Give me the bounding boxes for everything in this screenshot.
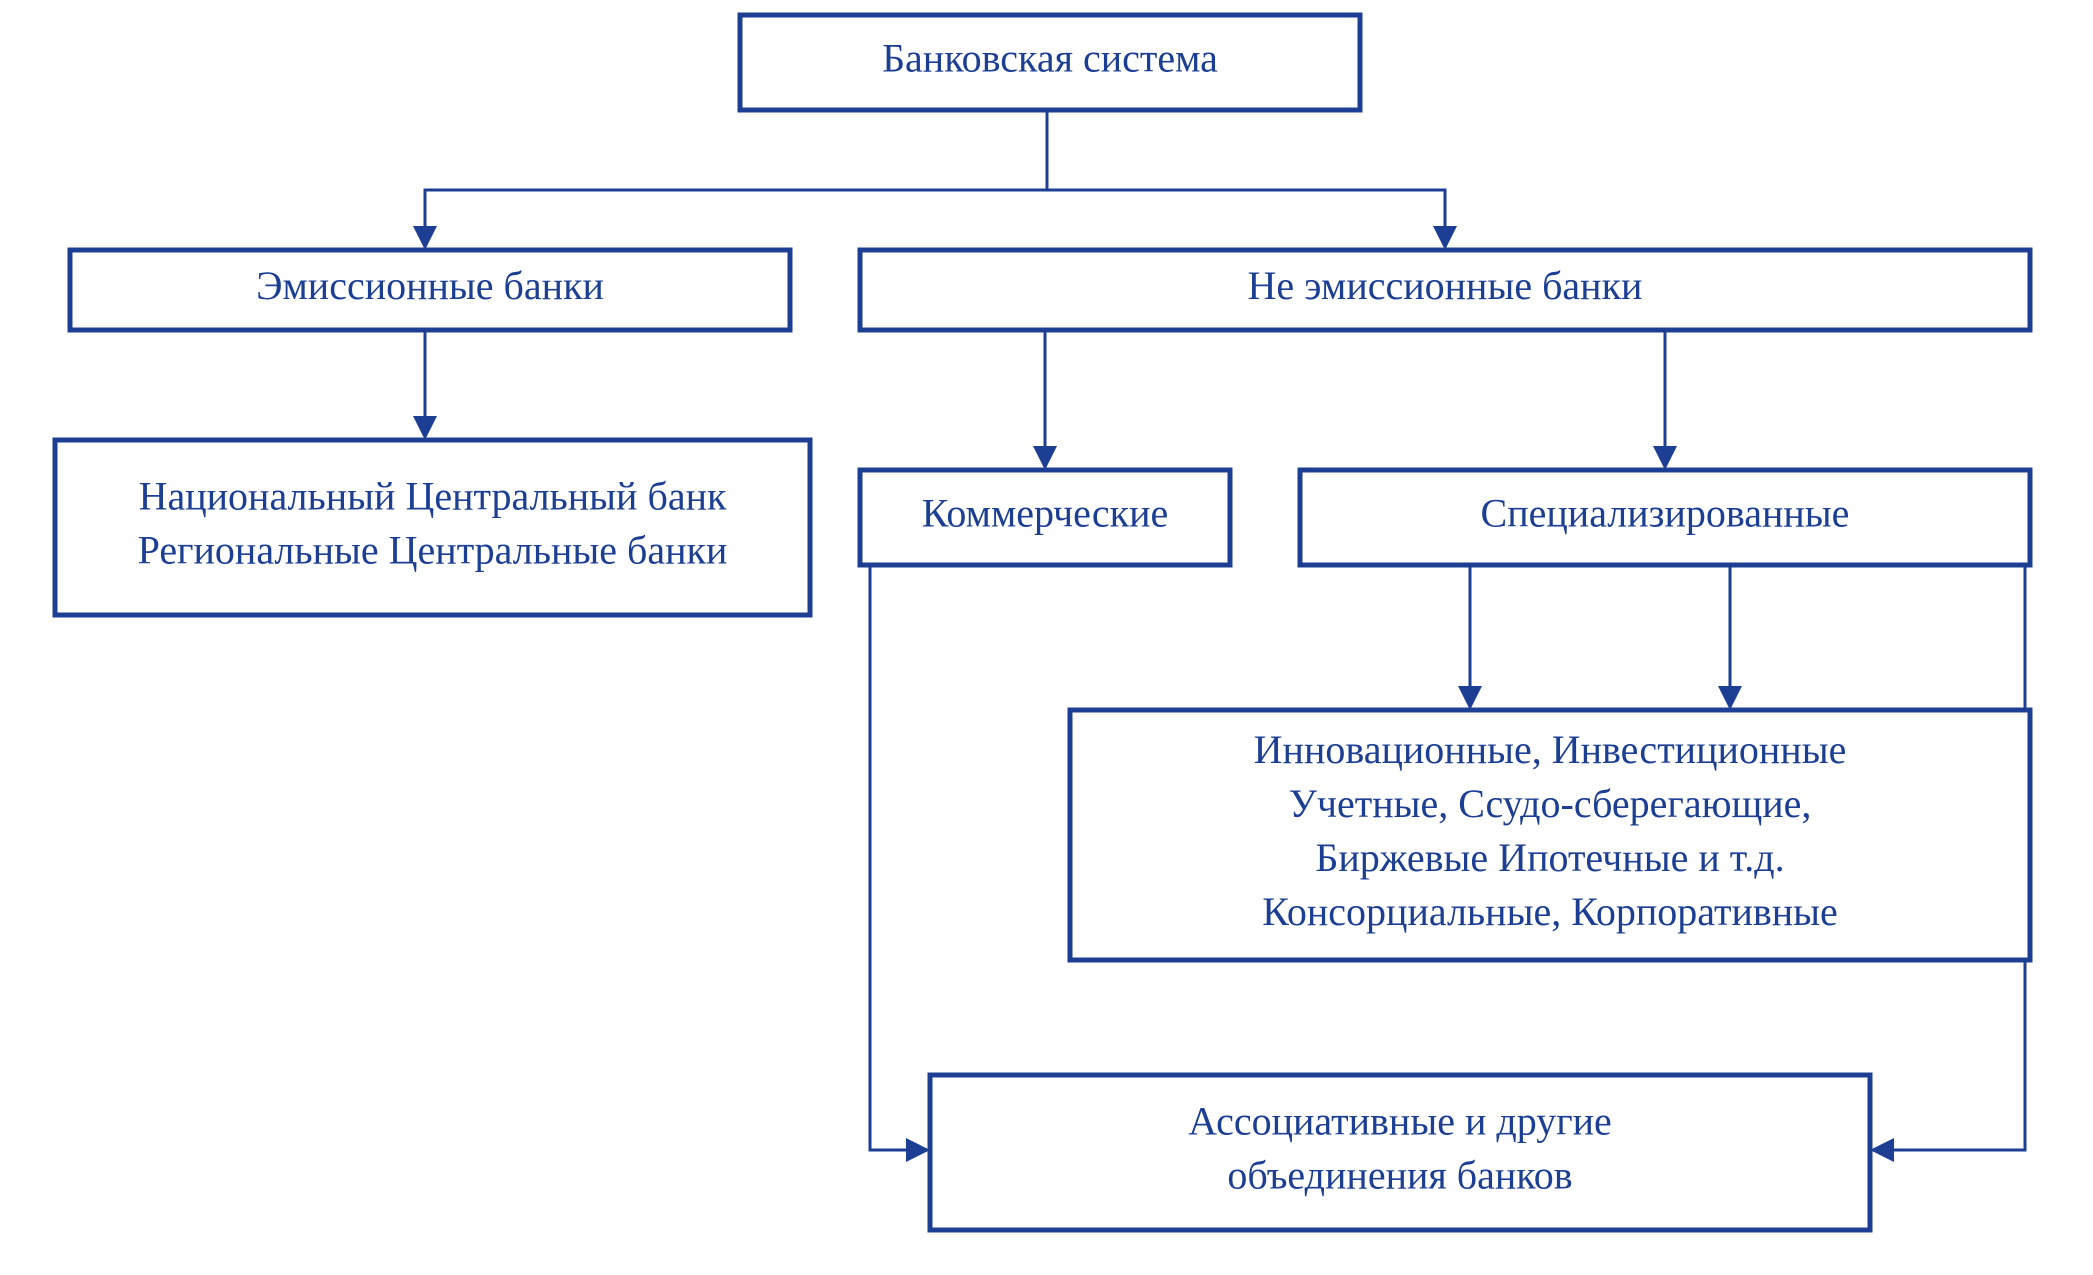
node-special_list: Инновационные, Инвестиционные Учетные, Сс… — [1070, 710, 2030, 960]
node-label: Биржевые Ипотечные и т.д. — [1315, 835, 1784, 880]
node-label: Национальный Центральный банк — [139, 474, 727, 519]
node-label: Коммерческие — [922, 491, 1169, 536]
node-root: Банковская система — [740, 15, 1360, 110]
edge — [425, 110, 1047, 246]
node-label: Эмиссионные банки — [256, 263, 604, 308]
node-label: Инновационные, Инвестиционные — [1254, 727, 1847, 772]
nodes-layer: Банковская система Эмиссионные банки Не эм… — [55, 15, 2030, 1230]
node-label: Не эмиссионные банки — [1248, 263, 1643, 308]
node-label: Специализированные — [1481, 491, 1850, 536]
node-central: Национальный Центральный банк Региональны… — [55, 440, 810, 615]
node-specialized: Специализированные — [1300, 470, 2030, 565]
node-label: Консорциальные, Корпоративные — [1262, 889, 1838, 934]
edge — [870, 565, 926, 1150]
node-label: Ассоциативные и другие — [1188, 1099, 1612, 1144]
edge — [1047, 110, 1445, 246]
node-label: Учетные, Ссудо-сберегающие, — [1289, 781, 1812, 826]
node-label: Банковская система — [882, 36, 1218, 81]
node-commercial: Коммерческие — [860, 470, 1230, 565]
node-emission: Эмиссионные банки — [70, 250, 790, 330]
node-label: объединения банков — [1227, 1153, 1572, 1198]
node-label: Региональные Центральные банки — [138, 528, 728, 573]
node-nonemission: Не эмиссионные банки — [860, 250, 2030, 330]
node-assoc: Ассоциативные и другие объединения банков — [930, 1075, 1870, 1230]
